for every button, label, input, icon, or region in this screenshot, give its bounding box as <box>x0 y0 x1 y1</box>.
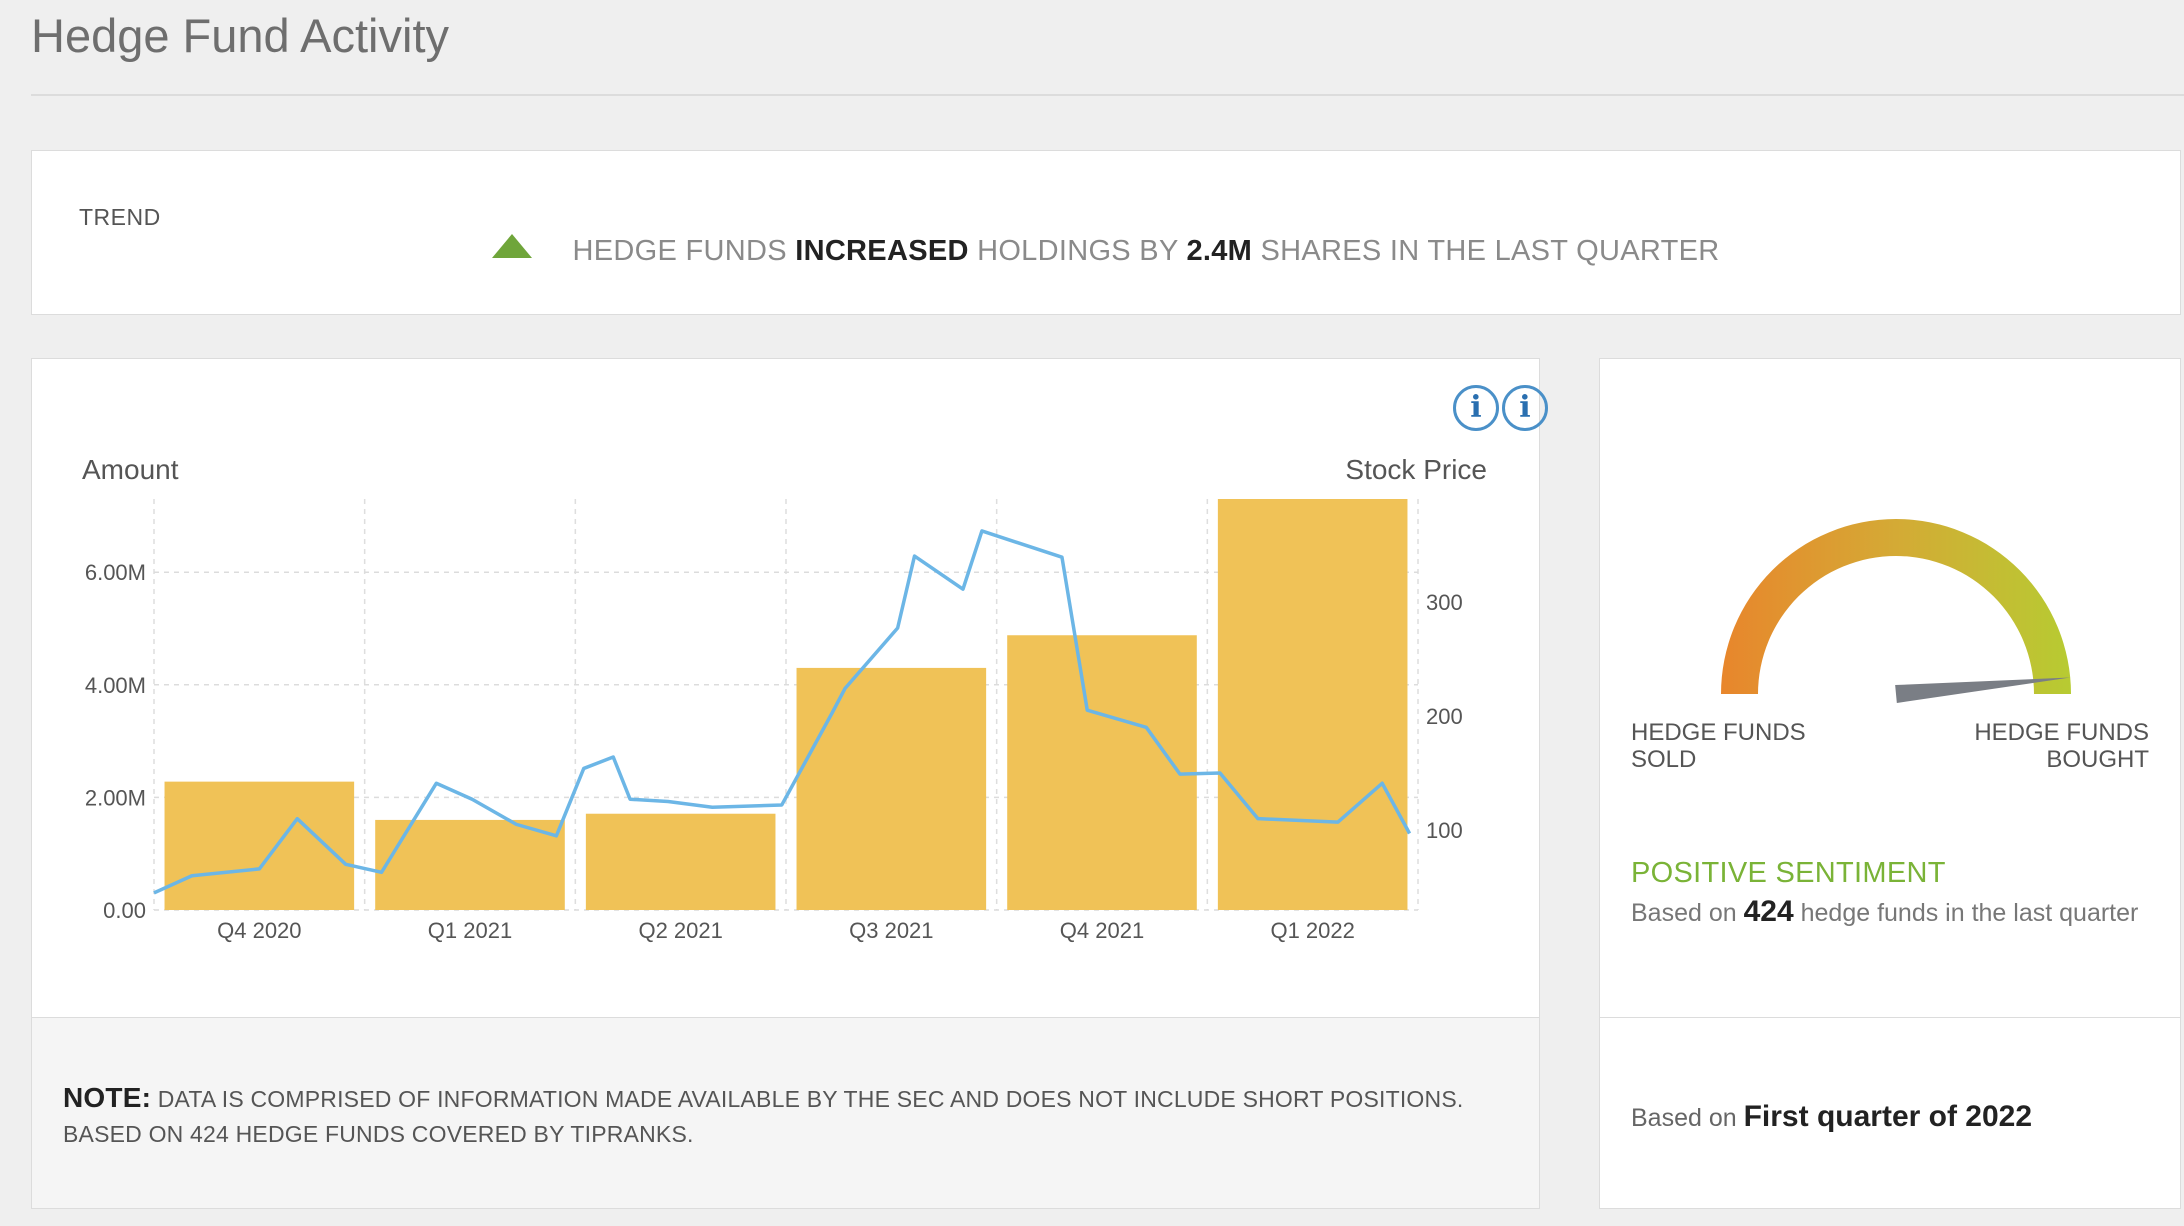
bar-q4-2020 <box>164 781 355 910</box>
left-tick-label: 2.00M <box>85 785 146 810</box>
left-tick-label: 4.00M <box>85 673 146 698</box>
trend-amount: 2.4M <box>1186 235 1253 267</box>
note-text: NOTE: DATA IS COMPRISED OF INFORMATION M… <box>63 1080 1463 1152</box>
left-tick-label: 0.00 <box>103 898 146 923</box>
based-on-count: Based on 424 hedge funds in the last qua… <box>1631 895 2138 929</box>
based-suffix: hedge funds in the last quarter <box>1800 899 2139 927</box>
trend-prefix: HEDGE FUNDS <box>572 235 787 267</box>
x-tick-label: Q1 2021 <box>428 918 512 943</box>
gauge-arc <box>1721 519 2071 694</box>
bought-label-line1: HEDGE FUNDS <box>1974 719 2149 746</box>
period-panel: Based on First quarter of 2022 <box>1599 1017 2181 1209</box>
x-tick-label: Q1 2022 <box>1270 918 1354 943</box>
bought-label-line2: BOUGHT <box>2046 746 2149 773</box>
info-icon[interactable]: i <box>1502 385 1548 431</box>
period-value: First quarter of 2022 <box>1743 1100 2033 1133</box>
bar-q1-2022 <box>1217 499 1408 910</box>
bar-q1-2021 <box>375 819 565 910</box>
note-line1: DATA IS COMPRISED OF INFORMATION MADE AV… <box>157 1086 1464 1112</box>
trend-direction: INCREASED <box>795 235 969 267</box>
stock-price-line <box>153 529 1412 895</box>
hedge-fund-chart-card: i Amount Stock Price 0.00 2.00M 4.00M 6.00M… <box>31 358 1540 1018</box>
right-tick-label: 300 <box>1426 590 1463 615</box>
trend-suffix: SHARES IN THE LAST QUARTER <box>1260 235 1720 267</box>
bought-label: HEDGE FUNDS BOUGHT <box>1974 719 2149 773</box>
sold-label-line2: SOLD <box>1631 746 1697 773</box>
bar-q4-2021 <box>1007 635 1197 910</box>
sentiment-label: POSITIVE SENTIMENT <box>1631 857 1946 889</box>
sentiment-gauge <box>1721 519 2071 703</box>
bar-q3-2021 <box>796 667 987 910</box>
sentiment-gauge-card: i HEDGE FUNDS SOLD HEDGE FUNDS BOUGHT PO… <box>1502 358 2181 1018</box>
trend-card: TREND HEDGE FUNDS INCREASED HOLDINGS BY … <box>31 150 2181 315</box>
left-tick-label: 6.00M <box>85 560 146 585</box>
note-line2: BASED ON 424 HEDGE FUNDS COVERED BY TIPR… <box>63 1121 694 1147</box>
right-axis-title: Stock Price <box>1345 454 1487 485</box>
sold-label-line1: HEDGE FUNDS <box>1631 719 1806 746</box>
x-tick-label: Q4 2020 <box>217 918 301 943</box>
triangle-up-icon <box>492 234 533 258</box>
left-axis-title: Amount <box>82 454 179 485</box>
x-tick-label: Q2 2021 <box>638 918 722 943</box>
period-text: Based on First quarter of 2022 <box>1631 1100 2032 1134</box>
trend-middle: HOLDINGS BY <box>977 235 1179 267</box>
note-label: NOTE: <box>63 1082 152 1113</box>
bar-q2-2021 <box>585 813 776 910</box>
based-prefix: Based on <box>1631 899 1737 927</box>
gauge-needle <box>1895 677 2071 703</box>
sold-label: HEDGE FUNDS SOLD <box>1631 719 1806 773</box>
holdings-chart: 0.00 2.00M 4.00M 6.00M Q4 2020 Q1 2021 Q2 2021… <box>85 499 1463 943</box>
x-tick-label: Q3 2021 <box>849 918 933 943</box>
x-tick-label: Q4 2021 <box>1060 918 1144 943</box>
period-prefix: Based on <box>1631 1104 1737 1132</box>
right-tick-label: 100 <box>1426 818 1463 843</box>
hedge-fund-count: 424 <box>1743 895 1794 928</box>
page-title: Hedge Fund Activity <box>31 9 449 62</box>
trend-statement: HEDGE FUNDS INCREASED HOLDINGS BY 2.4M S… <box>32 234 2180 268</box>
trend-label: TREND <box>79 204 161 230</box>
right-tick-label: 200 <box>1426 704 1463 729</box>
note-panel: NOTE: DATA IS COMPRISED OF INFORMATION M… <box>31 1017 1540 1209</box>
title-divider <box>31 94 2184 96</box>
info-icon[interactable]: i <box>1453 385 1499 431</box>
